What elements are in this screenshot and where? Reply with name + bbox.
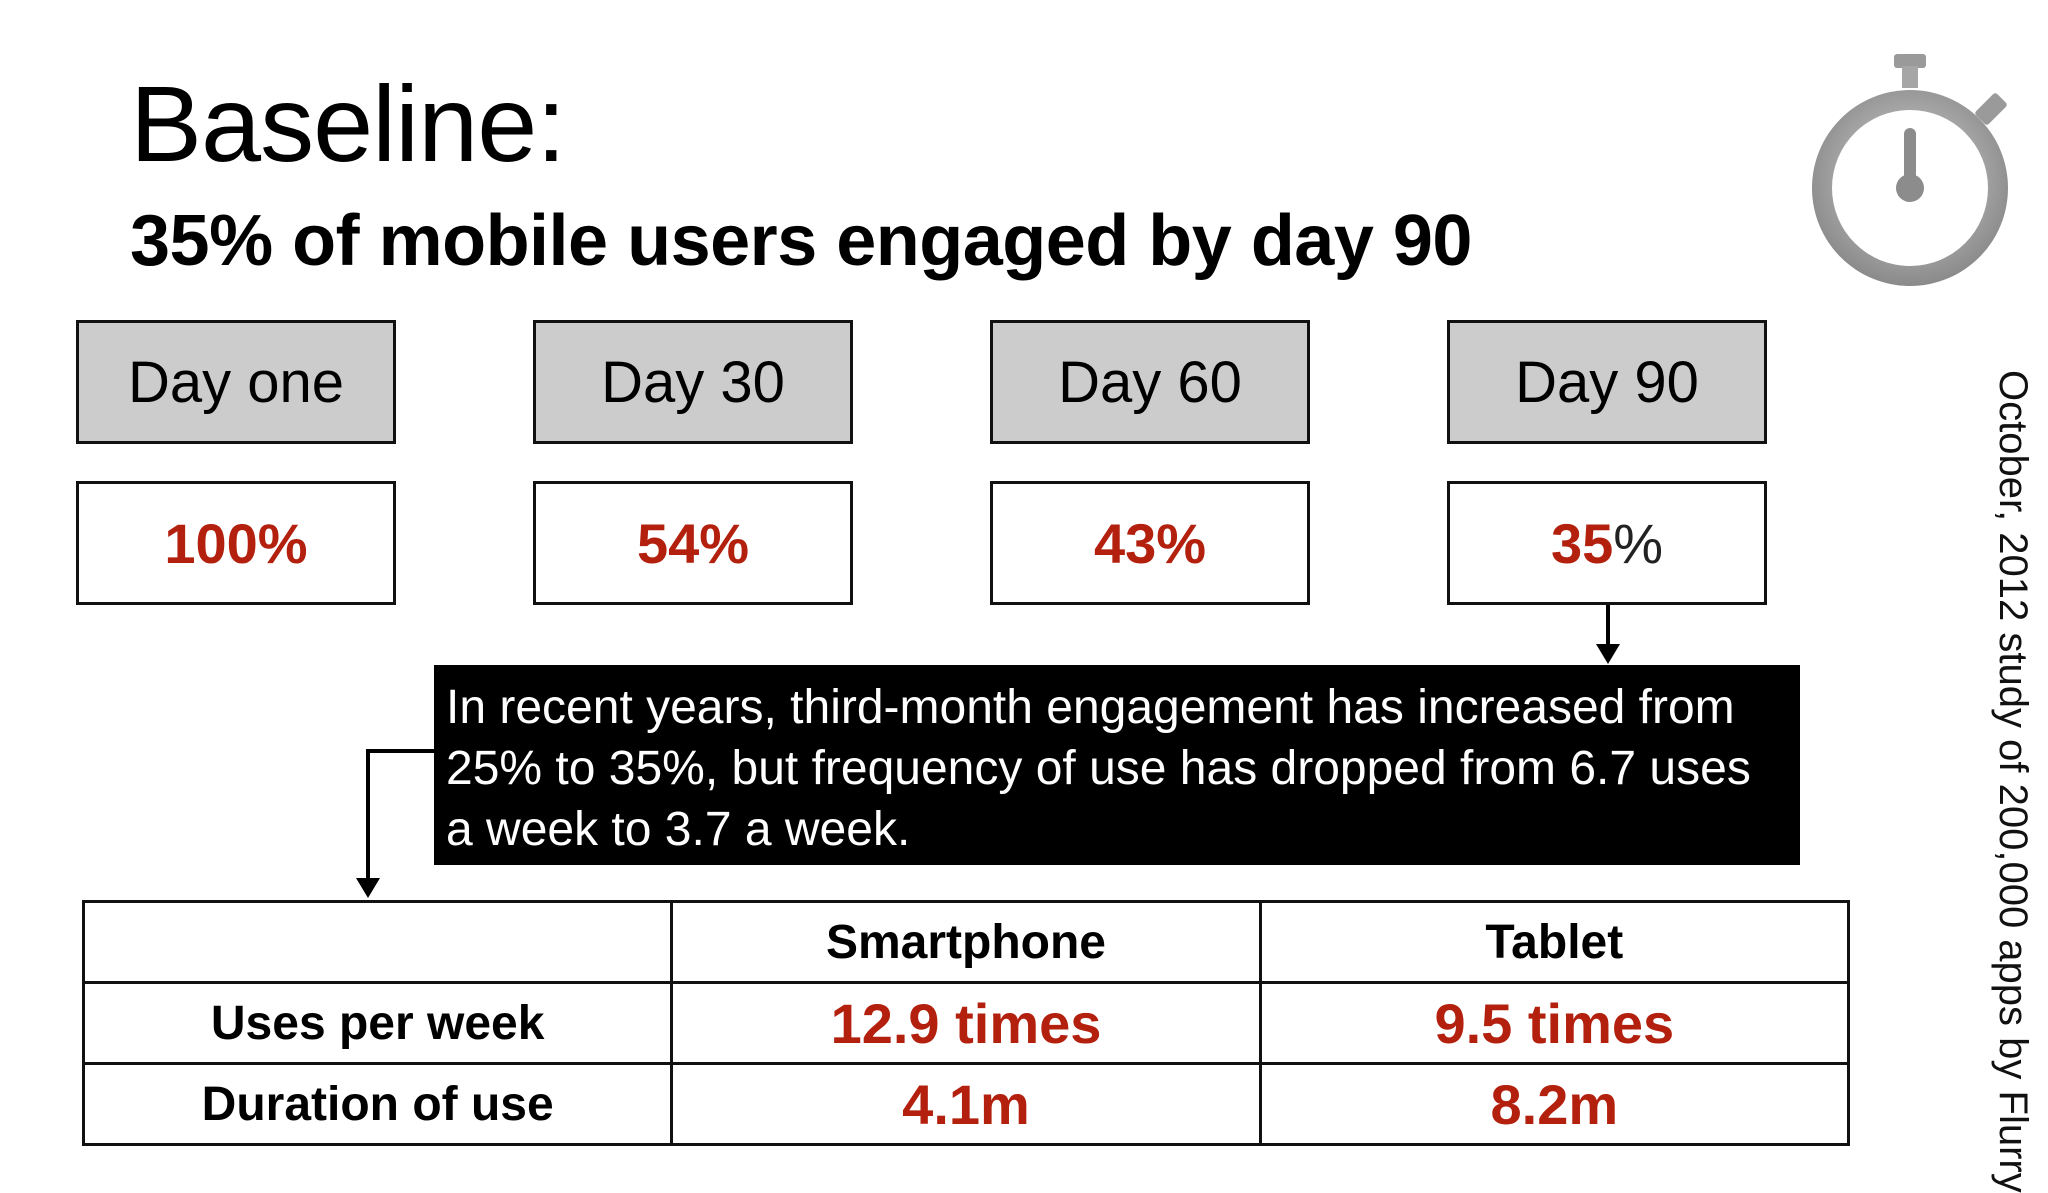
table-header-smartphone: Smartphone	[670, 900, 1262, 984]
cell-smartphone-uses: 12.9 times	[670, 981, 1262, 1065]
day-60-header: Day 60	[990, 320, 1310, 444]
callout-box: In recent years, third-month engagement …	[434, 665, 1800, 865]
day-30-header: Day 30	[533, 320, 853, 444]
table-header-empty	[81, 900, 674, 984]
day-one-value: 100%	[76, 481, 396, 605]
table-row: Uses per week 12.9 times 9.5 times	[81, 981, 1851, 1065]
day-30-percent: 54%	[636, 511, 750, 575]
slide-title: Baseline:	[130, 63, 566, 184]
table-header-row: Smartphone Tablet	[81, 900, 1851, 984]
stopwatch-icon	[1812, 54, 2008, 286]
day-90-header: Day 90	[1447, 320, 1767, 444]
callout-text: In recent years, third-month engagement …	[446, 681, 1751, 856]
slide-subtitle: 35% of mobile users engaged by day 90	[130, 201, 1472, 281]
day-one-percent: 100%	[164, 511, 308, 575]
cell-tablet-uses: 9.5 times	[1258, 981, 1851, 1065]
table-row: Duration of use 4.1m 8.2m	[81, 1062, 1851, 1146]
row-label-uses: Uses per week	[81, 981, 674, 1065]
day-90-suffix: %	[1613, 511, 1664, 575]
row-label-duration: Duration of use	[81, 1062, 674, 1146]
day-one-header: Day one	[76, 320, 396, 444]
day-60-percent: 43%	[1093, 511, 1207, 575]
day-30-value: 54%	[533, 481, 853, 605]
usage-table: Smartphone Tablet Uses per week 12.9 tim…	[81, 900, 1851, 1146]
source-note: October, 2012 study of 200,000 apps by F…	[1991, 370, 2035, 1193]
day-60-value: 43%	[990, 481, 1310, 605]
day-90-percent: 35	[1550, 511, 1614, 575]
cell-tablet-duration: 8.2m	[1258, 1062, 1851, 1146]
table-header-tablet: Tablet	[1258, 900, 1851, 984]
cell-smartphone-duration: 4.1m	[670, 1062, 1262, 1146]
day-90-value: 35%	[1447, 481, 1767, 605]
